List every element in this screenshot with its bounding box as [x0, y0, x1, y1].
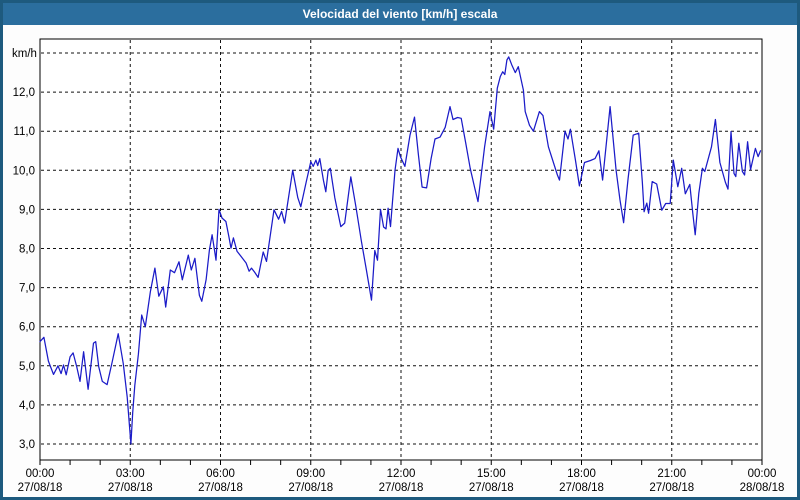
x-tick-date-label: 27/08/18 — [559, 482, 604, 494]
y-tick-label: 8,0 — [19, 244, 35, 256]
x-tick-date-label: 27/08/18 — [288, 482, 333, 494]
x-tick-date-label: 27/08/18 — [649, 482, 694, 494]
x-tick-date-label: 27/08/18 — [18, 482, 63, 494]
x-tick-time-label: 15:00 — [477, 468, 506, 480]
y-axis-unit-label: km/h — [12, 48, 37, 60]
y-tick-label: 10,0 — [13, 165, 35, 177]
y-tick-label: 9,0 — [19, 204, 35, 216]
y-tick-label: 4,0 — [19, 400, 35, 412]
y-tick-label: 11,0 — [13, 126, 35, 138]
y-tick-label: 6,0 — [19, 322, 35, 334]
x-tick-time-label: 03:00 — [116, 468, 145, 480]
x-tick-date-label: 28/08/18 — [740, 482, 785, 494]
x-tick-time-label: 21:00 — [657, 468, 686, 480]
x-tick-time-label: 00:00 — [748, 468, 777, 480]
wind-speed-line-chart: 3,0 4,0 5,0 6,0 7,0 8,0 9,0 10,0 11,0 12,0 00:00 27… — [12, 38, 785, 494]
wind-speed-series — [39, 56, 762, 445]
chart-title: Velocidad del viento [km/h] escala — [302, 7, 498, 21]
x-tick-time-label: 00:00 — [26, 468, 55, 480]
y-tick-label: 5,0 — [19, 361, 35, 373]
x-tick-time-label: 09:00 — [296, 468, 325, 480]
y-tick-label: 3,0 — [19, 439, 35, 451]
x-tick-date-label: 27/08/18 — [108, 482, 153, 494]
chart-area: 3,0 4,0 5,0 6,0 7,0 8,0 9,0 10,0 11,0 12,0 00:00 27… — [3, 25, 797, 497]
y-tick-label: 7,0 — [19, 283, 35, 295]
x-tick-date-label: 27/08/18 — [469, 482, 514, 494]
y-tick-label: 12,0 — [13, 87, 35, 99]
x-tick-date-label: 27/08/18 — [379, 482, 424, 494]
x-tick-time-label: 18:00 — [567, 468, 596, 480]
x-tick-date-label: 27/08/18 — [198, 482, 243, 494]
x-tick-time-label: 12:00 — [387, 468, 416, 480]
x-tick-time-label: 06:00 — [206, 468, 235, 480]
title-bar: Velocidad del viento [km/h] escala — [3, 3, 797, 25]
